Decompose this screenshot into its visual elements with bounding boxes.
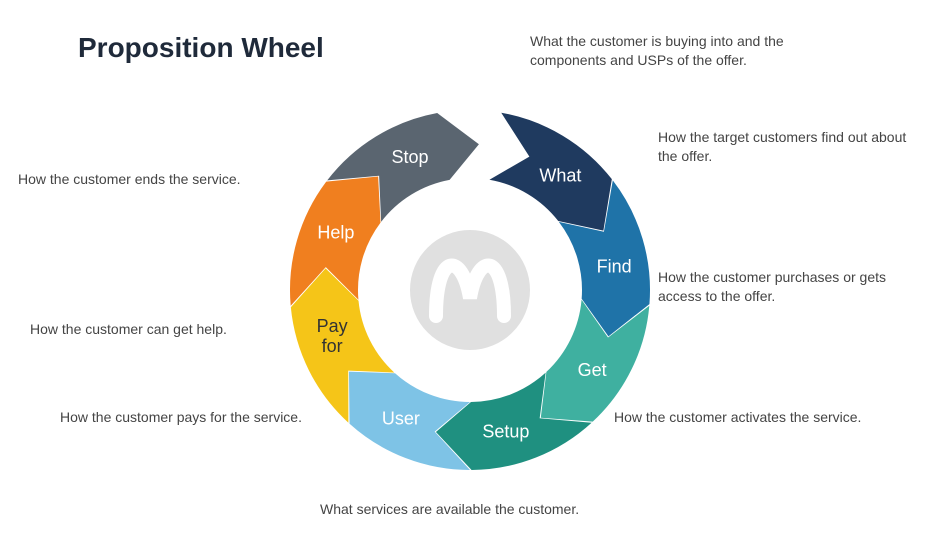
desc-get: How the customer purchases or gets acces… bbox=[658, 268, 928, 306]
desc-payfor: How the customer pays for the service. bbox=[60, 408, 350, 427]
segment-label-help: Help bbox=[317, 222, 354, 242]
desc-help: How the customer can get help. bbox=[30, 320, 280, 339]
diagram-stage: Proposition Wheel WhatFindGetSetupUserPa… bbox=[0, 0, 941, 541]
segment-label-get: Get bbox=[578, 360, 607, 380]
desc-find: How the target customers find out about … bbox=[658, 128, 928, 166]
segment-label-payfor: for bbox=[322, 336, 343, 356]
segment-label-stop: Stop bbox=[392, 147, 429, 167]
segment-label-setup: Setup bbox=[482, 422, 529, 442]
segment-label-find: Find bbox=[597, 257, 632, 277]
segment-label-what: What bbox=[539, 165, 581, 185]
desc-setup: How the customer activates the service. bbox=[614, 408, 914, 427]
desc-user: What services are available the customer… bbox=[320, 500, 640, 519]
segment-label-payfor: Pay bbox=[317, 316, 348, 336]
desc-what: What the customer is buying into and the… bbox=[530, 32, 860, 70]
segment-label-user: User bbox=[382, 409, 420, 429]
desc-stop: How the customer ends the service. bbox=[18, 170, 278, 189]
